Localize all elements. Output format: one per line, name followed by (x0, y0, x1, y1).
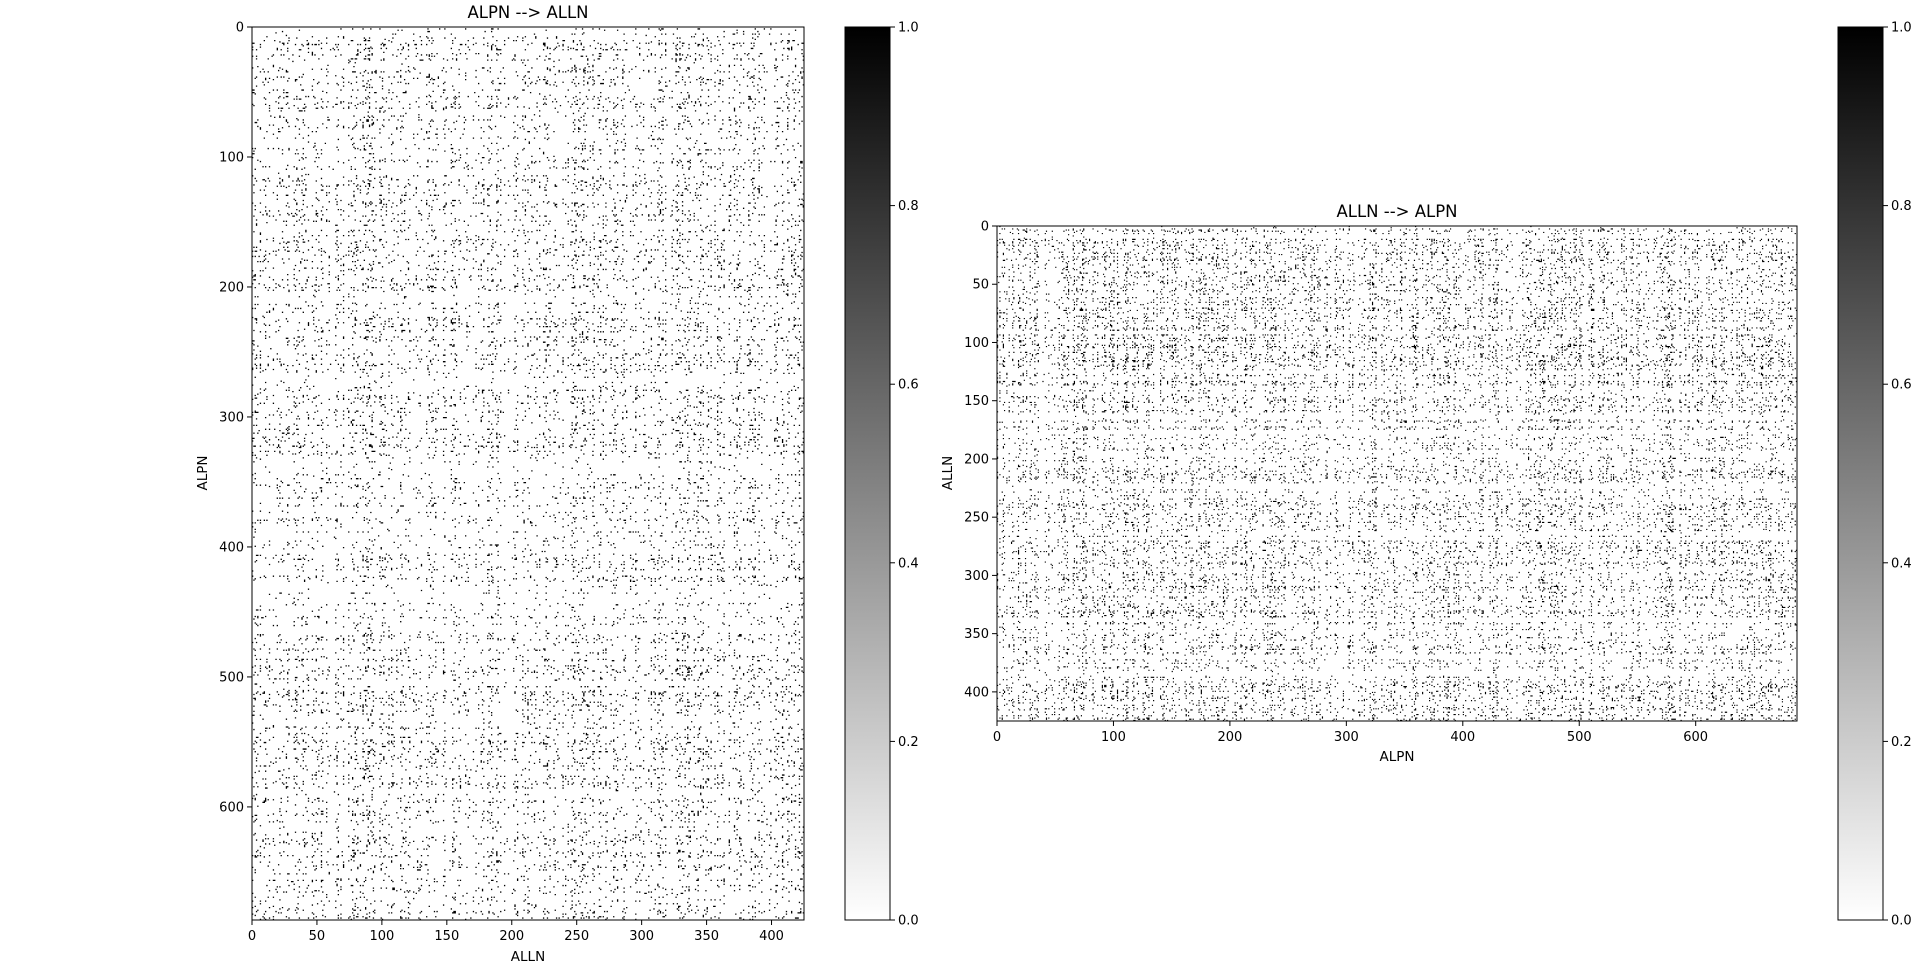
heatmap-1-cells (252, 28, 804, 921)
heatmap-2-y-ticks: 0 50 100 150 200 250 300 350 400 (964, 220, 997, 700)
x-tick-label: 350 (694, 929, 719, 944)
y-tick-label: 100 (219, 150, 244, 165)
colorbar-1-ticks: 0.0 0.2 0.4 0.6 0.8 1.0 (890, 21, 919, 929)
heatmap-2-cells (997, 226, 1797, 721)
y-tick-label: 0 (236, 21, 244, 36)
x-tick-label: 50 (309, 929, 326, 944)
x-tick-label: 600 (1683, 730, 1708, 745)
colorbar-tick-label: 1.0 (898, 21, 919, 36)
chart-2-title: ALLN --> ALPN (1336, 202, 1457, 221)
colorbar-2-gradient (1837, 26, 1884, 921)
x-tick-label: 150 (434, 929, 459, 944)
heatmap-1-x-ticks: 0 50 100 150 200 250 300 350 400 (248, 920, 784, 944)
y-tick-label: 100 (964, 336, 989, 351)
y-tick-label: 0 (981, 220, 989, 235)
colorbar-tick-label: 1.0 (1891, 21, 1912, 36)
colorbar-2: 0.0 0.2 0.4 0.6 0.8 1.0 (1837, 21, 1912, 929)
colorbar-1: 0.0 0.2 0.4 0.6 0.8 1.0 (844, 21, 919, 929)
x-tick-label: 0 (248, 929, 256, 944)
heatmap-2: ALLN --> ALPN 0 100 200 300 400 500 600 0 50 100… (940, 202, 1798, 765)
x-tick-label: 250 (564, 929, 589, 944)
y-tick-label: 300 (219, 410, 244, 425)
chart-1-x-axis-label: ALLN (511, 949, 545, 965)
x-tick-label: 200 (1217, 730, 1242, 745)
x-tick-label: 400 (759, 929, 784, 944)
x-tick-label: 200 (499, 929, 524, 944)
y-tick-label: 150 (964, 394, 989, 409)
colorbar-2-ticks: 0.0 0.2 0.4 0.6 0.8 1.0 (1883, 21, 1912, 929)
colorbar-tick-label: 0.8 (1891, 199, 1912, 214)
heatmap-cell-path (997, 226, 1797, 721)
colorbar-1-gradient (844, 26, 891, 921)
colorbar-tick-label: 0.8 (898, 199, 919, 214)
colorbar-tick-label: 0.4 (1891, 556, 1912, 571)
heatmap-2-x-ticks: 0 100 200 300 400 500 600 (993, 721, 1708, 745)
heatmap-2-frame (996, 225, 1798, 722)
heatmap-1: ALPN --> ALLN 0 50 100 150 200 250 300 350 400 0… (195, 3, 805, 965)
x-tick-label: 300 (1334, 730, 1359, 745)
x-tick-label: 100 (1101, 730, 1126, 745)
y-tick-label: 250 (964, 511, 989, 526)
x-tick-label: 100 (369, 929, 394, 944)
colorbar-tick-label: 0.6 (1891, 378, 1912, 393)
y-tick-label: 600 (219, 800, 244, 815)
chart-1-title: ALPN --> ALLN (467, 3, 588, 22)
colorbar-tick-label: 0.4 (898, 556, 919, 571)
chart-1-y-axis-label: ALPN (195, 456, 211, 491)
heatmap-cell-path (252, 28, 804, 921)
y-tick-label: 400 (219, 540, 244, 555)
y-tick-label: 200 (219, 280, 244, 295)
heatmap-1-frame (251, 26, 805, 921)
x-tick-label: 500 (1567, 730, 1592, 745)
colorbar-tick-label: 0.2 (898, 735, 919, 750)
chart-2-x-axis-label: ALPN (1380, 749, 1415, 765)
heatmap-1-y-ticks: 0 100 200 300 400 500 600 (219, 21, 252, 815)
x-tick-label: 0 (993, 730, 1001, 745)
y-tick-label: 300 (964, 569, 989, 584)
colorbar-tick-label: 0.0 (898, 914, 919, 929)
colorbar-tick-label: 0.6 (898, 378, 919, 393)
y-tick-label: 350 (964, 627, 989, 642)
y-tick-label: 500 (219, 670, 244, 685)
x-tick-label: 300 (629, 929, 654, 944)
y-tick-label: 50 (972, 278, 989, 293)
y-tick-label: 200 (964, 452, 989, 467)
y-tick-label: 400 (964, 685, 989, 700)
x-tick-label: 400 (1450, 730, 1475, 745)
colorbar-tick-label: 0.2 (1891, 735, 1912, 750)
colorbar-tick-label: 0.0 (1891, 914, 1912, 929)
chart-2-y-axis-label: ALLN (940, 456, 956, 490)
